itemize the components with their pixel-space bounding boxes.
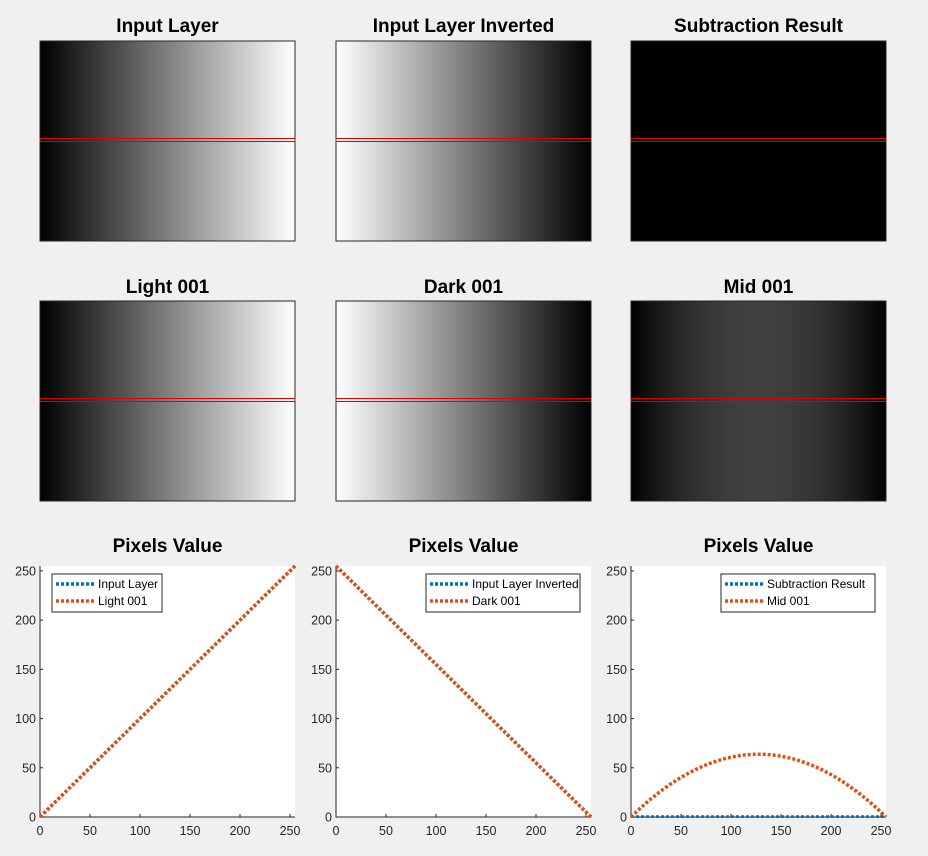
y-tick-label: 50 [318,761,332,775]
y-tick-label: 200 [311,614,332,628]
image-panel-title: Mid 001 [724,277,794,298]
x-tick-label: 150 [180,824,201,838]
y-tick-label: 200 [606,614,627,628]
x-tick-label: 100 [426,824,447,838]
x-tick-label: 50 [379,824,393,838]
y-tick-label: 200 [15,614,36,628]
y-tick-label: 250 [311,564,332,578]
y-tick-label: 250 [606,564,627,578]
y-tick-label: 50 [613,761,627,775]
chart-title: Pixels Value [113,536,223,557]
image-panel-title: Subtraction Result [674,16,844,37]
row-marker-line [335,398,592,402]
y-tick-label: 0 [29,811,36,825]
x-tick-label: 150 [476,824,497,838]
chart-title: Pixels Value [409,536,519,557]
y-tick-label: 100 [15,712,36,726]
x-tick-label: 50 [674,824,688,838]
line-chart: Pixels Value 0 50 100 150 200 250 0 50 100 150 200 2… [311,536,596,838]
row-marker-line [39,398,296,402]
row-marker-line [630,398,887,402]
row-marker-line [630,138,887,142]
image-panel: Subtraction Result [630,16,887,242]
legend-label: Input Layer [98,577,158,591]
legend: Input Layer Light 001 [51,573,163,613]
image-panel: Input Layer [39,16,296,242]
x-tick-label: 0 [333,824,340,838]
image-panel: Dark 001 [335,277,592,502]
y-tick-label: 250 [15,564,36,578]
legend-label: Dark 001 [472,594,521,608]
y-tick-label: 150 [311,663,332,677]
row-marker-line [335,138,592,142]
x-tick-label: 150 [771,824,792,838]
x-tick-label: 0 [628,824,635,838]
image-panel-title: Light 001 [126,277,210,298]
legend: Input Layer Inverted Dark 001 [425,573,581,613]
image-panel: Mid 001 [630,277,887,502]
image-panel: Input Layer Inverted [335,16,592,242]
legend-label: Mid 001 [767,594,810,608]
image-panel-title: Dark 001 [424,277,504,298]
line-chart: Pixels Value 0 50 100 150 200 250 0 50 100 150 200 2… [15,536,300,838]
y-tick-label: 100 [606,712,627,726]
y-tick-label: 100 [311,712,332,726]
y-tick-label: 150 [606,663,627,677]
line-chart: Pixels Value 0 50 100 150 200 250 0 50 100 150 200 2… [606,536,891,838]
y-tick-label: 0 [325,811,332,825]
x-tick-label: 50 [83,824,97,838]
series-line [631,752,887,818]
x-tick-label: 250 [871,824,892,838]
chart-title: Pixels Value [704,536,814,557]
legend: Subtraction Result Mid 001 [720,573,876,613]
legend-label: Light 001 [98,594,148,608]
y-tick-label: 0 [620,811,627,825]
x-tick-label: 100 [130,824,151,838]
x-tick-label: 0 [37,824,44,838]
image-panel-title: Input Layer [116,16,219,37]
x-tick-label: 250 [576,824,597,838]
legend-label: Subtraction Result [767,577,866,591]
x-tick-label: 200 [821,824,842,838]
x-tick-label: 200 [230,824,251,838]
row-marker-line [39,138,296,142]
y-tick-label: 150 [15,663,36,677]
x-tick-label: 200 [526,824,547,838]
image-panel-title: Input Layer Inverted [373,16,555,37]
legend-label: Input Layer Inverted [472,577,579,591]
x-tick-label: 250 [280,824,301,838]
y-tick-label: 50 [22,761,36,775]
x-tick-label: 100 [721,824,742,838]
image-panel: Light 001 [39,277,296,502]
